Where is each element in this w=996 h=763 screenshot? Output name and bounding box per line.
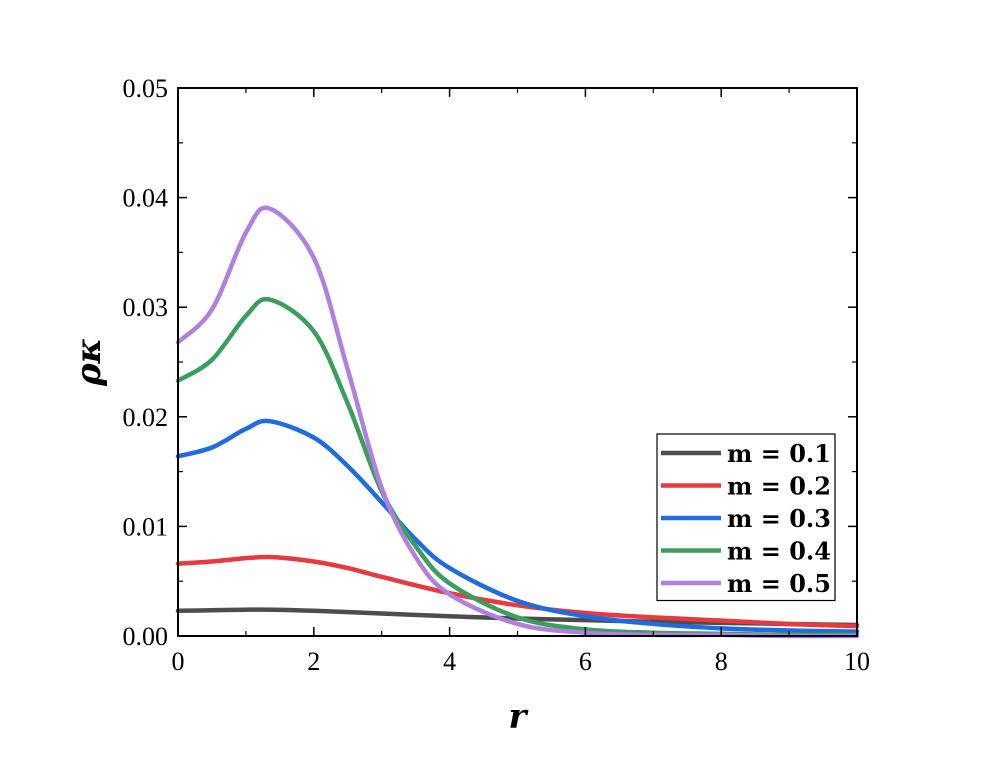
y-tick-label: 0.01 (123, 512, 169, 541)
legend-label-3: m = 0.3 (727, 504, 831, 533)
legend-label-4: m = 0.4 (727, 537, 831, 566)
legend-label-2: m = 0.2 (727, 472, 831, 501)
x-tick-label: 10 (844, 647, 870, 676)
x-tick-label: 6 (579, 647, 592, 676)
y-tick-label: 0.05 (123, 74, 169, 103)
y-tick-label: 0.04 (123, 184, 169, 213)
series-line-3 (175, 418, 860, 634)
y-tick-label: 0.02 (123, 403, 169, 432)
y-tick-label: 0.03 (123, 293, 169, 322)
series-line-5 (175, 205, 860, 639)
x-tick-label: 8 (715, 647, 728, 676)
legend: m = 0.1 m = 0.2 m = 0.3 m = 0.4 m = 0.5 (656, 433, 836, 602)
series-layer (175, 205, 860, 639)
legend-label-1: m = 0.1 (727, 439, 831, 468)
plot-frame (177, 87, 858, 637)
y-tick-labels: 0.00 0.01 0.02 0.03 0.04 0.05 (123, 74, 169, 651)
series-line-2 (175, 554, 860, 629)
x-axis-label: r (509, 697, 529, 737)
x-tick-label: 0 (172, 647, 185, 676)
x-tick-label: 4 (443, 647, 456, 676)
y-tick-label: 0.00 (123, 622, 169, 651)
y-axis-label: ρκ (69, 338, 109, 387)
x-tick-labels: 0 2 4 6 8 10 (172, 647, 871, 676)
x-tick-label: 2 (307, 647, 320, 676)
legend-label-5: m = 0.5 (727, 569, 831, 598)
